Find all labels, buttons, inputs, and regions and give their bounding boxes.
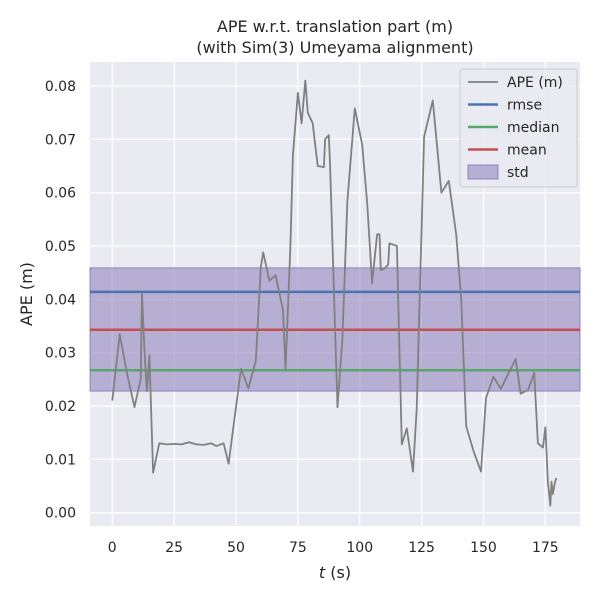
legend: APE (m) rmse median mean std: [459, 68, 578, 188]
y-tick-label: 0.01: [45, 452, 76, 468]
x-tick-label: 125: [408, 540, 435, 556]
y-axis-label: APE (m): [17, 262, 36, 326]
y-tick-label: 0.03: [45, 346, 76, 362]
legend-label-ape-m: APE (m): [507, 75, 563, 91]
legend-box: [459, 68, 578, 188]
x-tick-label: 175: [532, 540, 559, 556]
x-axis-ticks: 0 25 50 75 100 125 150 175: [108, 540, 559, 556]
y-tick-label: 0.00: [45, 506, 76, 522]
x-tick-label: 100: [346, 540, 373, 556]
legend-label-mean: mean: [507, 143, 547, 159]
x-axis-label: t (s): [319, 563, 351, 582]
x-tick-label: 50: [227, 540, 245, 556]
y-tick-label: 0.06: [45, 186, 76, 202]
legend-label-std: std: [507, 165, 529, 181]
x-tick-label: 25: [165, 540, 183, 556]
y-tick-label: 0.02: [45, 399, 76, 415]
x-axis-label-var: t: [319, 563, 326, 582]
ape-series-group: [111, 79, 558, 507]
y-tick-label: 0.04: [45, 292, 76, 308]
y-tick-label: 0.05: [45, 239, 76, 255]
chart-subtitle: (with Sim(3) Umeyama alignment): [196, 38, 473, 57]
legend-label-median: median: [507, 120, 559, 136]
x-tick-label: 75: [289, 540, 307, 556]
ape-series-line: [111, 79, 558, 507]
y-tick-label: 0.08: [45, 79, 76, 95]
y-axis-ticks: 0.00 0.01 0.02 0.03 0.04 0.05 0.06 0.07 0.08: [45, 79, 76, 522]
y-tick-label: 0.07: [45, 132, 76, 148]
x-tick-label: 0: [108, 540, 117, 556]
x-tick-label: 150: [470, 540, 497, 556]
legend-swatch-std: [467, 164, 499, 180]
chart-title: APE w.r.t. translation part (m): [217, 17, 453, 36]
legend-label-rmse: rmse: [507, 98, 542, 114]
x-axis-label-unit: (s): [325, 563, 351, 582]
